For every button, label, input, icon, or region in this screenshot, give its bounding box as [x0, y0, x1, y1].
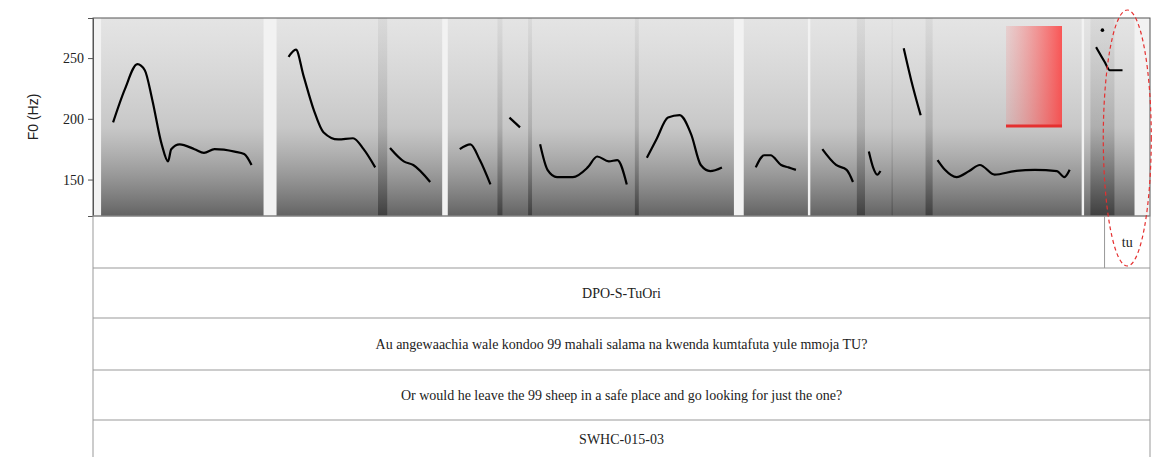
y-tick: 250 [63, 51, 93, 66]
f0-contour [289, 50, 376, 168]
spectrogram-shade [528, 18, 639, 216]
f0-contour [540, 144, 627, 184]
y-axis: 150 200 250 [63, 19, 94, 217]
spectrogram-shade [926, 18, 1082, 216]
spectrogram-shade [857, 18, 893, 216]
plot-frame [93, 18, 1150, 216]
tier-label: Or would he leave the 99 sheep in a safe… [401, 388, 842, 403]
f0-contour [647, 115, 722, 171]
tier-border [93, 318, 1150, 319]
y-tick-mark [88, 180, 93, 181]
plot-area [93, 18, 1150, 216]
f0-contour [509, 118, 520, 128]
interval-boundary [1104, 216, 1105, 268]
y-axis-line [88, 19, 94, 217]
spectrogram-shade [744, 18, 808, 216]
tier-border [93, 370, 1150, 371]
spectrogram-shade [378, 18, 442, 216]
highlight-bar [1006, 125, 1062, 128]
tier-label: Au angewaachia wale kondoo 99 mahali sal… [376, 337, 868, 352]
tier-label: SWHC-015-03 [579, 432, 664, 447]
f0-contour [113, 64, 251, 165]
f0-point [1101, 28, 1105, 32]
tier-left-border [93, 216, 94, 457]
spectrogram-shade [448, 18, 503, 216]
f0-contour [822, 149, 853, 182]
spectrogram-shade [277, 18, 388, 216]
f0-contour [756, 155, 796, 170]
f0-contour [460, 144, 491, 184]
y-tick-label: 150 [63, 173, 84, 188]
spectrogram-shade [635, 18, 734, 216]
spectrogram-ground [93, 18, 1150, 216]
tier-label: tu [1122, 235, 1133, 250]
tier-border [93, 216, 1150, 217]
spectrogram-shade [1084, 18, 1134, 216]
tier-right-border [1150, 216, 1151, 457]
tier-border [93, 268, 1150, 269]
y-tick-mark [88, 119, 93, 120]
spectrogram-shade [101, 18, 263, 216]
f0-contour [904, 48, 921, 115]
highlight-box [1006, 26, 1062, 126]
f0-contour [390, 148, 430, 182]
tiers: tu DPO-S-TuOri Au angewaachia wale kondoo … [93, 216, 1150, 457]
f0-contour [869, 152, 881, 175]
tier-border [93, 420, 1150, 421]
f0-contour [938, 160, 1070, 177]
y-axis-title: F0 (Hz) [25, 94, 41, 141]
spectrogram-shade [497, 18, 532, 216]
y-tick: 200 [63, 112, 93, 127]
y-tick-mark [88, 58, 93, 59]
highlight-ellipse [1103, 10, 1151, 266]
y-tick-label: 200 [63, 112, 84, 127]
y-tick: 150 [63, 173, 93, 188]
y-tick-label: 250 [63, 51, 84, 66]
tier-label: DPO-S-TuOri [582, 286, 661, 301]
f0-contour [1096, 47, 1122, 70]
chart: 150 200 250 F0 (Hz) tu DPO-S-TuOri Au angewaac… [0, 0, 1156, 460]
spectrogram-shade [810, 18, 865, 216]
